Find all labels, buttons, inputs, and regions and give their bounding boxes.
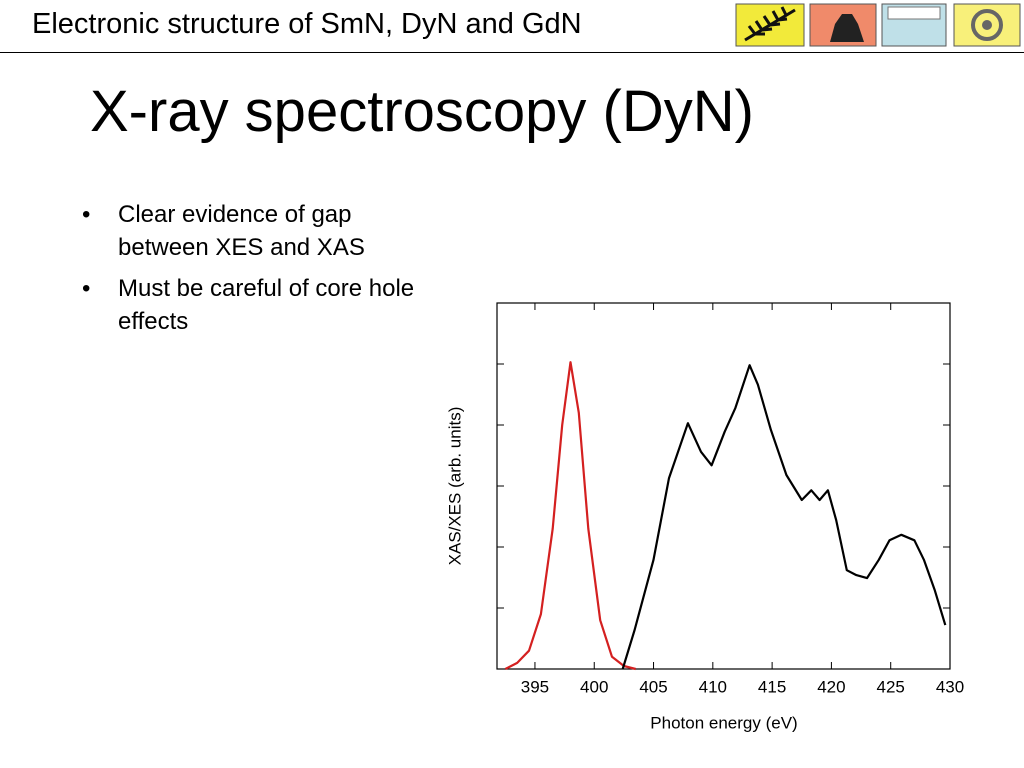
y-axis-label: XAS/XES (arb. units) (445, 407, 464, 566)
logo-plate (887, 6, 941, 20)
x-tick-label: 415 (758, 677, 786, 696)
x-tick-label: 430 (936, 677, 964, 696)
x-tick-label: 400 (580, 677, 608, 696)
header-title: Electronic structure of SmN, DyN and GdN (32, 8, 582, 40)
x-tick-label: 410 (699, 677, 727, 696)
logo-core (982, 20, 992, 30)
logo-ring (971, 9, 1003, 41)
plot-frame (496, 302, 951, 670)
logo-fern (744, 6, 796, 42)
data-line (621, 364, 947, 670)
header-rule (0, 52, 1024, 53)
slide-title: X-ray spectroscopy (DyN) (90, 79, 754, 144)
x-tick-label: 425 (877, 677, 905, 696)
x-tick-label: 420 (817, 677, 845, 696)
x-tick-label: 395 (521, 677, 549, 696)
x-axis-label: Photon energy (eV) (650, 713, 797, 732)
data-line (504, 361, 636, 671)
bullet-list: Clear evidence of gap between XES and XA… (80, 198, 420, 346)
x-tick-label: 405 (639, 677, 667, 696)
logo-figure (830, 14, 864, 42)
bullet: Clear evidence of gap between XES and XA… (80, 198, 418, 264)
bullet: Must be careful of core hole effects (80, 272, 418, 338)
logos (735, 3, 1021, 47)
